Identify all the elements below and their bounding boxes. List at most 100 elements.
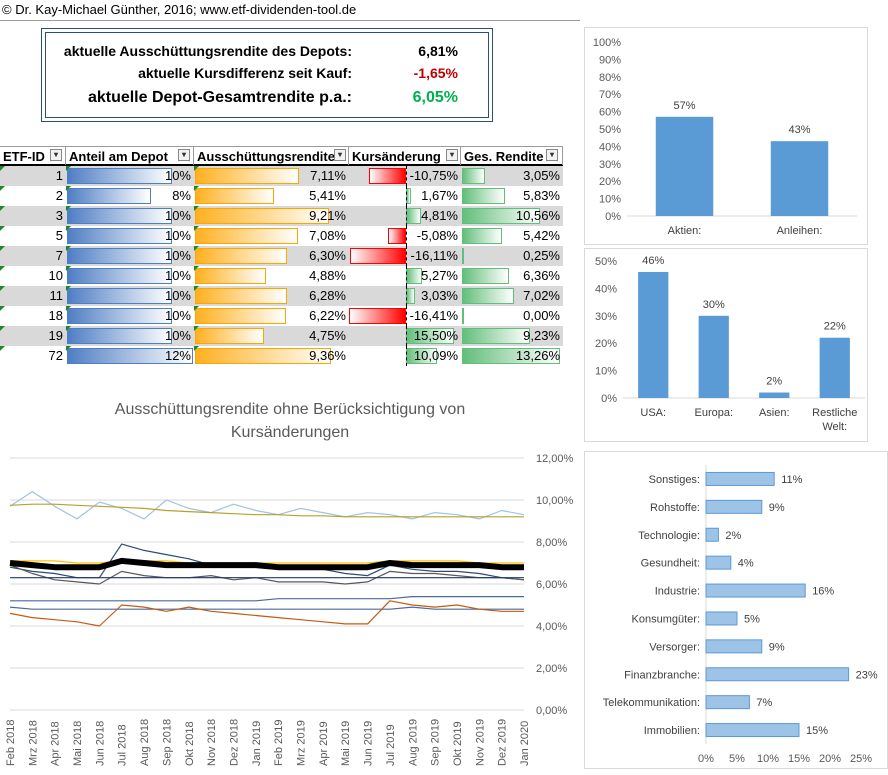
bar-axis-line: [406, 206, 407, 226]
table-cell[interactable]: 6,28%: [194, 286, 349, 306]
chart-title: Ausschüttungsrendite ohne Berücksichtigu…: [115, 401, 465, 418]
table-cell[interactable]: 72: [0, 346, 66, 366]
cell-value: 5,41%: [309, 188, 346, 203]
category-label: Gesundheit:: [641, 558, 700, 570]
cell-value: -16,41%: [409, 308, 458, 323]
table-cell[interactable]: 8%: [66, 186, 194, 206]
table-cell[interactable]: 9,36%: [194, 346, 349, 366]
table-cell[interactable]: 10%: [66, 166, 194, 186]
table-cell[interactable]: 3,05%: [461, 166, 563, 186]
table-cell[interactable]: 5,42%: [461, 226, 563, 246]
table-cell[interactable]: 1,67%: [349, 186, 461, 206]
table-cell[interactable]: -16,11%: [349, 246, 461, 266]
cell-note-icon: [194, 186, 199, 191]
table-cell[interactable]: 4,81%: [349, 206, 461, 226]
filter-dropdown-icon[interactable]: ▾: [334, 149, 346, 161]
table-cell[interactable]: -5,08%: [349, 226, 461, 246]
table-cell[interactable]: 4,88%: [194, 266, 349, 286]
bar-axis-line: [406, 346, 407, 366]
cell-note-icon: [194, 286, 199, 291]
table-cell[interactable]: 10%: [66, 226, 194, 246]
x-tick-label: Feb 2019: [273, 720, 285, 766]
table-cell[interactable]: 9,23%: [461, 326, 563, 346]
table-cell[interactable]: 6,30%: [194, 246, 349, 266]
x-tick-label: Jul 2019: [385, 724, 397, 766]
table-cell[interactable]: 10,09%: [349, 346, 461, 366]
filter-dropdown-icon[interactable]: ▾: [50, 149, 62, 161]
table-cell[interactable]: 7,08%: [194, 226, 349, 246]
bar: [698, 315, 729, 398]
cell-value: 10: [48, 268, 63, 283]
cell-value: 11: [49, 288, 64, 303]
table-cell[interactable]: 15,50%: [349, 326, 461, 346]
table-cell[interactable]: 10: [0, 266, 66, 286]
header-divider: [0, 20, 580, 21]
y-tick-label: 80%: [599, 72, 621, 84]
filter-dropdown-icon[interactable]: ▾: [446, 149, 458, 161]
table-cell[interactable]: 5,83%: [461, 186, 563, 206]
x-tick-label: Aug 2018: [139, 719, 151, 766]
x-tick-label: Dez 2018: [228, 719, 240, 766]
table-cell[interactable]: 7,02%: [461, 286, 563, 306]
summary-label: aktuelle Ausschüttungsrendite des Depots…: [63, 43, 352, 59]
bar-chart-branchen-frame: 0% 5% 10% 15% 20% 25% Sonstiges: 11% Rohstoffe: 9…: [584, 451, 888, 769]
table-cell[interactable]: 10%: [66, 326, 194, 346]
x-tick-label: Dez 2019: [497, 719, 509, 766]
series-line-2: [10, 560, 524, 564]
table-cell[interactable]: 3,03%: [349, 286, 461, 306]
cell-value: 9,36%: [309, 348, 346, 363]
table-cell[interactable]: 6,22%: [194, 306, 349, 326]
category-label: Europa:: [694, 407, 733, 419]
table-cell[interactable]: 2: [0, 186, 66, 206]
table-cell[interactable]: 10%: [66, 286, 194, 306]
table-cell[interactable]: 13,26%: [461, 346, 563, 366]
cell-value: 5,83%: [523, 188, 560, 203]
bar-chart-regionen: 0% 10% 20% 30% 40% 50% 46% USA: 30% Europa: 2% Asie…: [595, 255, 865, 433]
header-etf-id: ETF-ID: [0, 147, 66, 165]
header-ges-rendite: Ges. Rendite: [461, 147, 563, 165]
series-line-1: [9, 503, 524, 518]
table-row: 18 10% 6,22% -16,41% 0,00%: [0, 306, 563, 326]
table-cell[interactable]: 0,25%: [461, 246, 563, 266]
table-cell[interactable]: 0,00%: [461, 306, 563, 326]
cell-value: 7,08%: [309, 228, 346, 243]
table-cell[interactable]: -10,75%: [349, 166, 461, 186]
y-tick-label: 10%: [599, 194, 621, 206]
filter-dropdown-icon[interactable]: ▾: [546, 149, 558, 161]
cell-value: 19: [48, 328, 63, 343]
filter-active-icon[interactable]: ▾: [178, 149, 190, 161]
table-cell[interactable]: 18: [0, 306, 66, 326]
table-cell[interactable]: -16,41%: [349, 306, 461, 326]
data-label: 15%: [806, 725, 828, 737]
table-cell[interactable]: 12%: [66, 346, 194, 366]
cell-value: 3,03%: [421, 288, 458, 303]
data-bar: [462, 228, 503, 244]
x-tick-label: 20%: [819, 753, 841, 765]
table-cell[interactable]: 10%: [66, 246, 194, 266]
table-cell[interactable]: 5,27%: [349, 266, 461, 286]
cell-note-icon: [66, 246, 71, 251]
table-cell[interactable]: 6,36%: [461, 266, 563, 286]
table-cell[interactable]: 5: [0, 226, 66, 246]
table-cell[interactable]: 10%: [66, 206, 194, 226]
table-cell[interactable]: 1: [0, 166, 66, 186]
table-cell[interactable]: 10%: [66, 266, 194, 286]
table-cell[interactable]: 9,21%: [194, 206, 349, 226]
cell-value: 4,88%: [309, 268, 346, 283]
cell-note-icon: [0, 306, 5, 311]
category-label: Restliche: [812, 407, 857, 419]
y-tick-label: 12,00%: [536, 453, 574, 465]
series-line-0: [9, 490, 525, 520]
data-bar: [67, 228, 172, 244]
table-cell[interactable]: 7: [0, 246, 66, 266]
x-tick-label: 10%: [757, 753, 779, 765]
table-cell[interactable]: 10%: [66, 306, 194, 326]
table-cell[interactable]: 3: [0, 206, 66, 226]
cell-value: 8%: [172, 188, 191, 203]
table-cell[interactable]: 19: [0, 326, 66, 346]
table-cell[interactable]: 7,11%: [194, 166, 349, 186]
table-cell[interactable]: 10,56%: [461, 206, 563, 226]
table-cell[interactable]: 5,41%: [194, 186, 349, 206]
table-cell[interactable]: 11: [0, 286, 66, 306]
table-cell[interactable]: 4,75%: [194, 326, 349, 346]
